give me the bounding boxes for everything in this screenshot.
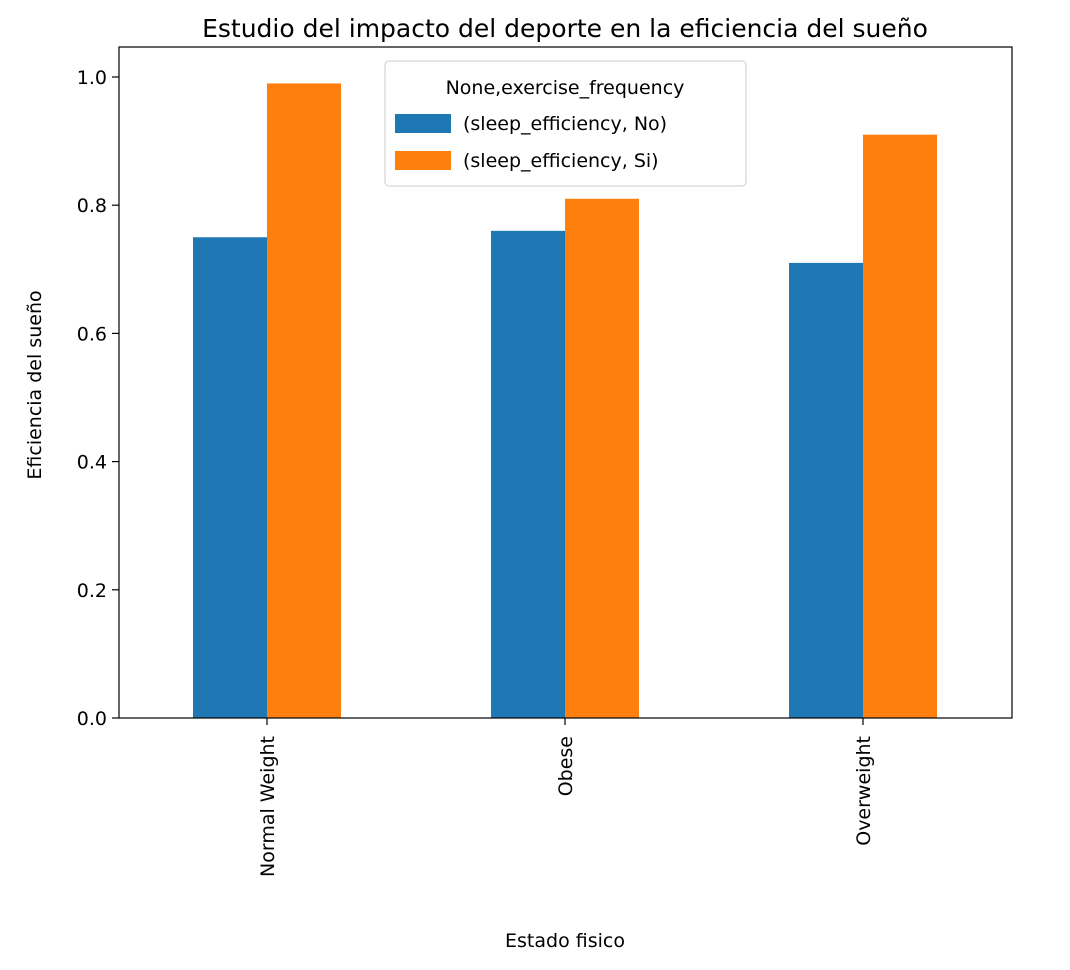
- y-tick-label: 0.6: [77, 323, 107, 345]
- x-axis: Normal Weight Obese Overweight: [257, 718, 875, 877]
- bars-group: [193, 83, 937, 719]
- y-tick-label: 0.8: [77, 195, 107, 217]
- y-tick-label: 0.4: [77, 452, 107, 474]
- bar-normal-weight-series-2: [267, 83, 341, 718]
- bar-obese-series-2: [565, 198, 639, 719]
- x-tick-label: Obese: [555, 736, 577, 796]
- x-tick-label: Normal Weight: [257, 736, 279, 877]
- y-tick-label: 0.2: [77, 580, 107, 602]
- legend-swatch: [395, 114, 451, 133]
- y-axis-label: Eficiencia del sueño: [24, 290, 46, 479]
- bar-normal-weight-series-1: [193, 237, 267, 718]
- x-tick-label: Overweight: [853, 736, 875, 846]
- chart-title: Estudio del impacto del deporte en la ef…: [202, 14, 928, 43]
- y-tick-label: 1.0: [77, 67, 107, 89]
- legend-swatch: [395, 151, 451, 170]
- y-axis: 0.0 0.2 0.4 0.6 0.8 1.0: [77, 67, 119, 730]
- bar-overweight-series-1: [789, 262, 863, 718]
- legend-label: (sleep_efficiency, No): [463, 113, 667, 135]
- bar-overweight-series-2: [863, 134, 937, 718]
- bar-obese-series-1: [491, 230, 565, 718]
- legend: None,exercise_frequency (sleep_efficienc…: [384, 60, 747, 187]
- x-axis-label: Estado fisico: [505, 930, 625, 952]
- legend-label: (sleep_efficiency, Si): [463, 150, 659, 172]
- legend-title: None,exercise_frequency: [446, 77, 685, 99]
- legend-box: [384, 60, 747, 187]
- y-tick-label: 0.0: [77, 708, 107, 730]
- legend-entries: (sleep_efficiency, No) (sleep_efficiency,…: [395, 113, 667, 172]
